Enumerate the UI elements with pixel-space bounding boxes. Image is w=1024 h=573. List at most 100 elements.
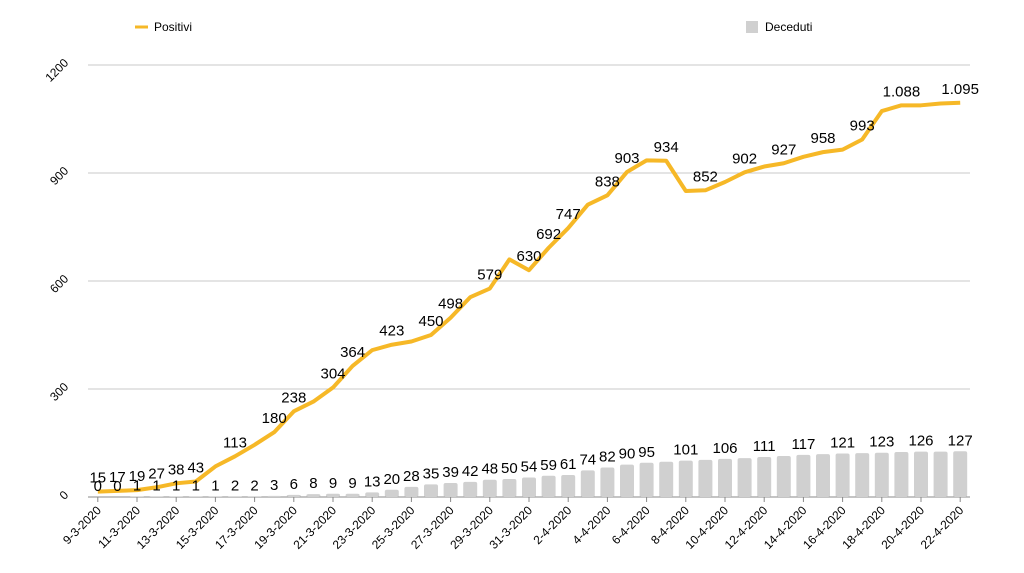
bar bbox=[502, 479, 517, 497]
value-label: 19 bbox=[129, 468, 146, 485]
value-label: 902 bbox=[732, 150, 757, 167]
value-label: 3 bbox=[270, 477, 278, 494]
value-label: 42 bbox=[462, 463, 479, 480]
value-label: 121 bbox=[830, 434, 855, 451]
bar bbox=[953, 451, 968, 497]
value-label: 117 bbox=[791, 436, 815, 453]
bar bbox=[894, 452, 909, 497]
x-tick-label: 22-4-2020 bbox=[918, 503, 967, 552]
bar bbox=[639, 462, 654, 497]
value-label: 17 bbox=[109, 469, 126, 486]
value-label: 450 bbox=[418, 313, 443, 330]
x-tick-label: 4-4-2020 bbox=[570, 503, 614, 547]
value-label: 74 bbox=[579, 451, 596, 468]
bar bbox=[718, 458, 732, 497]
value-label: 50 bbox=[501, 460, 518, 477]
bar bbox=[816, 454, 830, 497]
value-label: 39 bbox=[442, 464, 459, 481]
y-tick-label: 600 bbox=[47, 272, 71, 296]
value-label: 498 bbox=[438, 296, 463, 313]
value-label: 1 bbox=[152, 478, 160, 495]
value-label: 82 bbox=[599, 448, 616, 465]
value-label: 364 bbox=[340, 344, 365, 361]
bar bbox=[306, 494, 321, 497]
bar bbox=[855, 453, 870, 497]
value-label: 27 bbox=[148, 465, 165, 482]
value-label: 579 bbox=[477, 267, 502, 284]
bar bbox=[620, 464, 634, 497]
value-label: 54 bbox=[521, 459, 538, 476]
value-label: 0 bbox=[113, 478, 121, 495]
value-label: 958 bbox=[810, 130, 835, 147]
bar bbox=[874, 452, 889, 497]
value-label: 127 bbox=[948, 432, 973, 449]
value-label: 113 bbox=[223, 434, 247, 451]
value-label: 180 bbox=[262, 410, 287, 427]
value-label: 927 bbox=[771, 141, 796, 158]
value-label: 934 bbox=[654, 139, 679, 156]
bar bbox=[776, 455, 791, 497]
bar bbox=[541, 475, 556, 497]
value-label: 852 bbox=[693, 168, 718, 185]
value-label: 15 bbox=[89, 470, 106, 487]
value-label: 35 bbox=[423, 465, 440, 482]
bar bbox=[247, 496, 262, 497]
bar bbox=[835, 453, 850, 497]
value-label: 90 bbox=[619, 446, 636, 463]
bar bbox=[228, 496, 242, 497]
legend-swatch bbox=[746, 21, 758, 33]
y-tick-label: 1200 bbox=[42, 56, 71, 85]
bar bbox=[424, 484, 438, 497]
bar bbox=[914, 451, 928, 497]
value-label: 43 bbox=[187, 460, 204, 477]
value-label: 0 bbox=[94, 478, 102, 495]
bar bbox=[267, 495, 282, 497]
value-label: 838 bbox=[595, 173, 620, 190]
bar bbox=[678, 460, 693, 497]
value-label: 13 bbox=[364, 473, 381, 490]
value-label: 1.088 bbox=[883, 83, 921, 100]
value-label: 106 bbox=[712, 440, 737, 457]
bar bbox=[600, 467, 615, 497]
value-label: 2 bbox=[250, 477, 258, 494]
value-label: 1.095 bbox=[941, 81, 979, 98]
value-label: 423 bbox=[379, 323, 404, 340]
bar bbox=[404, 486, 419, 497]
value-label: 304 bbox=[320, 366, 345, 383]
value-label: 1 bbox=[192, 478, 200, 495]
bar bbox=[561, 475, 576, 497]
value-label: 1 bbox=[172, 478, 180, 495]
value-label: 993 bbox=[850, 118, 875, 135]
value-label: 692 bbox=[536, 226, 561, 243]
value-label: 123 bbox=[869, 434, 894, 451]
value-label: 8 bbox=[309, 475, 317, 492]
bar bbox=[345, 493, 360, 497]
y-tick-label: 900 bbox=[47, 164, 71, 188]
value-label: 238 bbox=[281, 389, 306, 406]
y-tick-label: 0 bbox=[57, 488, 72, 503]
value-label: 903 bbox=[614, 150, 639, 167]
value-label: 2 bbox=[231, 477, 239, 494]
value-label: 48 bbox=[481, 461, 498, 478]
bar bbox=[463, 481, 478, 497]
value-label: 1 bbox=[133, 478, 141, 495]
bar bbox=[443, 482, 458, 497]
value-label: 59 bbox=[540, 457, 557, 474]
legend-label: Positivi bbox=[154, 20, 192, 34]
value-label: 101 bbox=[673, 442, 698, 459]
bar bbox=[933, 451, 948, 497]
bar bbox=[659, 461, 674, 497]
line bbox=[97, 100, 961, 494]
y-tick-label: 300 bbox=[47, 380, 71, 404]
value-label: 126 bbox=[908, 433, 933, 450]
bar bbox=[522, 477, 536, 497]
value-label: 28 bbox=[403, 468, 420, 485]
value-label: 6 bbox=[290, 476, 298, 493]
bar bbox=[384, 489, 399, 497]
x-tick-label: 2-4-2020 bbox=[530, 503, 574, 547]
bar bbox=[580, 470, 595, 497]
value-label: 1 bbox=[211, 478, 219, 495]
bar bbox=[286, 494, 301, 497]
x-tick-label: 6-4-2020 bbox=[609, 503, 653, 547]
value-label: 95 bbox=[638, 444, 655, 461]
